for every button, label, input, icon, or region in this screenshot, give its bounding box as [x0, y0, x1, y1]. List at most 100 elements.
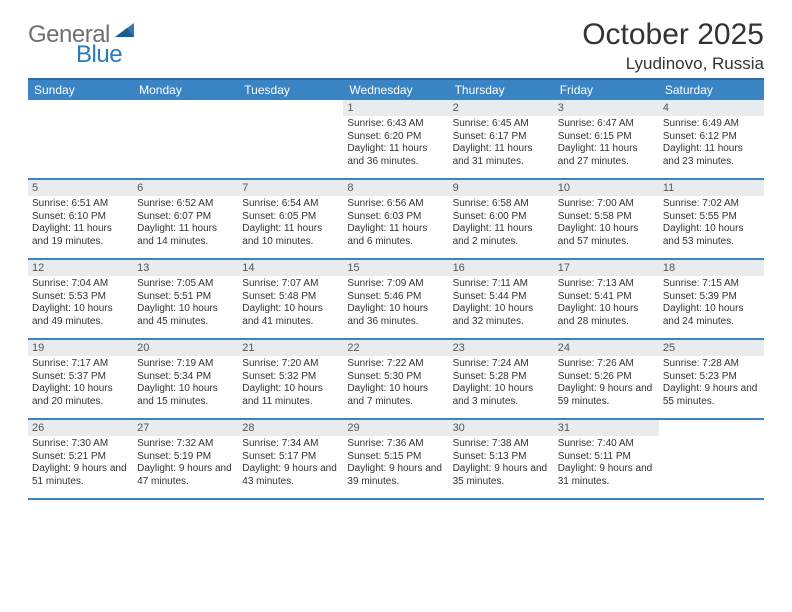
sunset-text: Sunset: 5:53 PM [32, 291, 129, 304]
day-cell: 22Sunrise: 7:22 AMSunset: 5:30 PMDayligh… [343, 340, 448, 418]
daylight-text: Daylight: 11 hours and 2 minutes. [453, 223, 550, 248]
day-detail: Sunrise: 7:15 AMSunset: 5:39 PMDaylight:… [659, 276, 764, 331]
sunrise-text: Sunrise: 7:07 AM [242, 278, 339, 291]
sunrise-text: Sunrise: 7:15 AM [663, 278, 760, 291]
sunrise-text: Sunrise: 6:56 AM [347, 198, 444, 211]
daylight-text: Daylight: 11 hours and 23 minutes. [663, 143, 760, 168]
day-detail [28, 116, 133, 121]
day-number: 27 [133, 420, 238, 436]
day-cell: 10Sunrise: 7:00 AMSunset: 5:58 PMDayligh… [554, 180, 659, 258]
day-number: 20 [133, 340, 238, 356]
day-number: 29 [343, 420, 448, 436]
weekday-header: Tuesday [238, 83, 343, 97]
sunset-text: Sunset: 5:41 PM [558, 291, 655, 304]
calendar-body: 1Sunrise: 6:43 AMSunset: 6:20 PMDaylight… [28, 100, 764, 500]
day-detail: Sunrise: 6:58 AMSunset: 6:00 PMDaylight:… [449, 196, 554, 251]
daylight-text: Daylight: 9 hours and 59 minutes. [558, 383, 655, 408]
sunrise-text: Sunrise: 7:19 AM [137, 358, 234, 371]
logo-triangle-icon [114, 17, 136, 39]
day-number: 1 [343, 100, 448, 116]
day-cell [659, 420, 764, 498]
day-number: 5 [28, 180, 133, 196]
day-number: 3 [554, 100, 659, 116]
weekday-header: Wednesday [343, 83, 448, 97]
day-cell: 14Sunrise: 7:07 AMSunset: 5:48 PMDayligh… [238, 260, 343, 338]
sunrise-text: Sunrise: 7:05 AM [137, 278, 234, 291]
daylight-text: Daylight: 10 hours and 32 minutes. [453, 303, 550, 328]
daylight-text: Daylight: 10 hours and 49 minutes. [32, 303, 129, 328]
day-detail: Sunrise: 7:13 AMSunset: 5:41 PMDaylight:… [554, 276, 659, 331]
sunset-text: Sunset: 6:03 PM [347, 211, 444, 224]
day-cell: 28Sunrise: 7:34 AMSunset: 5:17 PMDayligh… [238, 420, 343, 498]
day-cell: 18Sunrise: 7:15 AMSunset: 5:39 PMDayligh… [659, 260, 764, 338]
sunrise-text: Sunrise: 7:00 AM [558, 198, 655, 211]
day-number: 2 [449, 100, 554, 116]
sunrise-text: Sunrise: 7:34 AM [242, 438, 339, 451]
sunrise-text: Sunrise: 7:20 AM [242, 358, 339, 371]
daylight-text: Daylight: 9 hours and 35 minutes. [453, 463, 550, 488]
sunrise-text: Sunrise: 7:22 AM [347, 358, 444, 371]
sunset-text: Sunset: 5:51 PM [137, 291, 234, 304]
day-cell: 1Sunrise: 6:43 AMSunset: 6:20 PMDaylight… [343, 100, 448, 178]
day-detail: Sunrise: 6:43 AMSunset: 6:20 PMDaylight:… [343, 116, 448, 171]
day-detail: Sunrise: 7:05 AMSunset: 5:51 PMDaylight:… [133, 276, 238, 331]
day-number: 6 [133, 180, 238, 196]
day-detail [238, 116, 343, 121]
daylight-text: Daylight: 10 hours and 7 minutes. [347, 383, 444, 408]
day-number: 28 [238, 420, 343, 436]
day-detail: Sunrise: 7:09 AMSunset: 5:46 PMDaylight:… [343, 276, 448, 331]
day-cell: 3 Sunrise: 6:47 AMSunset: 6:15 PMDaylight… [554, 100, 659, 178]
sunset-text: Sunset: 5:37 PM [32, 371, 129, 384]
day-detail: Sunrise: 7:26 AMSunset: 5:26 PMDaylight:… [554, 356, 659, 411]
day-cell: 31Sunrise: 7:40 AMSunset: 5:11 PMDayligh… [554, 420, 659, 498]
sunrise-text: Sunrise: 6:47 AM [558, 118, 655, 131]
daylight-text: Daylight: 10 hours and 53 minutes. [663, 223, 760, 248]
day-cell: 17Sunrise: 7:13 AMSunset: 5:41 PMDayligh… [554, 260, 659, 338]
weekday-header: Thursday [449, 83, 554, 97]
day-number: 26 [28, 420, 133, 436]
header-section: General Blue October 2025 Lyudinovo, Rus… [28, 18, 764, 74]
sunset-text: Sunset: 5:55 PM [663, 211, 760, 224]
day-number: 11 [659, 180, 764, 196]
sunset-text: Sunset: 5:26 PM [558, 371, 655, 384]
sunset-text: Sunset: 5:15 PM [347, 451, 444, 464]
day-detail: Sunrise: 7:30 AMSunset: 5:21 PMDaylight:… [28, 436, 133, 491]
day-detail: Sunrise: 6:56 AMSunset: 6:03 PMDaylight:… [343, 196, 448, 251]
daylight-text: Daylight: 10 hours and 57 minutes. [558, 223, 655, 248]
sunset-text: Sunset: 6:10 PM [32, 211, 129, 224]
day-cell: 26Sunrise: 7:30 AMSunset: 5:21 PMDayligh… [28, 420, 133, 498]
day-detail: Sunrise: 7:19 AMSunset: 5:34 PMDaylight:… [133, 356, 238, 411]
weekday-header-row: Sunday Monday Tuesday Wednesday Thursday… [28, 78, 764, 100]
week-row: 5Sunrise: 6:51 AMSunset: 6:10 PMDaylight… [28, 180, 764, 260]
sunset-text: Sunset: 5:23 PM [663, 371, 760, 384]
sunset-text: Sunset: 6:15 PM [558, 131, 655, 144]
sunset-text: Sunset: 5:13 PM [453, 451, 550, 464]
week-row: 1Sunrise: 6:43 AMSunset: 6:20 PMDaylight… [28, 100, 764, 180]
day-cell: 8Sunrise: 6:56 AMSunset: 6:03 PMDaylight… [343, 180, 448, 258]
day-detail: Sunrise: 7:20 AMSunset: 5:32 PMDaylight:… [238, 356, 343, 411]
weekday-header: Sunday [28, 83, 133, 97]
day-detail: Sunrise: 7:17 AMSunset: 5:37 PMDaylight:… [28, 356, 133, 411]
day-cell: 16Sunrise: 7:11 AMSunset: 5:44 PMDayligh… [449, 260, 554, 338]
day-detail: Sunrise: 7:28 AMSunset: 5:23 PMDaylight:… [659, 356, 764, 411]
sunrise-text: Sunrise: 6:49 AM [663, 118, 760, 131]
sunset-text: Sunset: 5:11 PM [558, 451, 655, 464]
day-detail: Sunrise: 7:32 AMSunset: 5:19 PMDaylight:… [133, 436, 238, 491]
day-cell: 4Sunrise: 6:49 AMSunset: 6:12 PMDaylight… [659, 100, 764, 178]
weekday-header: Monday [133, 83, 238, 97]
daylight-text: Daylight: 11 hours and 36 minutes. [347, 143, 444, 168]
sunrise-text: Sunrise: 7:24 AM [453, 358, 550, 371]
daylight-text: Daylight: 10 hours and 11 minutes. [242, 383, 339, 408]
daylight-text: Daylight: 11 hours and 27 minutes. [558, 143, 655, 168]
daylight-text: Daylight: 11 hours and 6 minutes. [347, 223, 444, 248]
day-cell: 2Sunrise: 6:45 AMSunset: 6:17 PMDaylight… [449, 100, 554, 178]
daylight-text: Daylight: 11 hours and 14 minutes. [137, 223, 234, 248]
daylight-text: Daylight: 10 hours and 36 minutes. [347, 303, 444, 328]
sunset-text: Sunset: 6:07 PM [137, 211, 234, 224]
day-number: 8 [343, 180, 448, 196]
sunset-text: Sunset: 5:32 PM [242, 371, 339, 384]
day-detail: Sunrise: 7:02 AMSunset: 5:55 PMDaylight:… [659, 196, 764, 251]
daylight-text: Daylight: 9 hours and 39 minutes. [347, 463, 444, 488]
daylight-text: Daylight: 9 hours and 51 minutes. [32, 463, 129, 488]
sunrise-text: Sunrise: 7:28 AM [663, 358, 760, 371]
